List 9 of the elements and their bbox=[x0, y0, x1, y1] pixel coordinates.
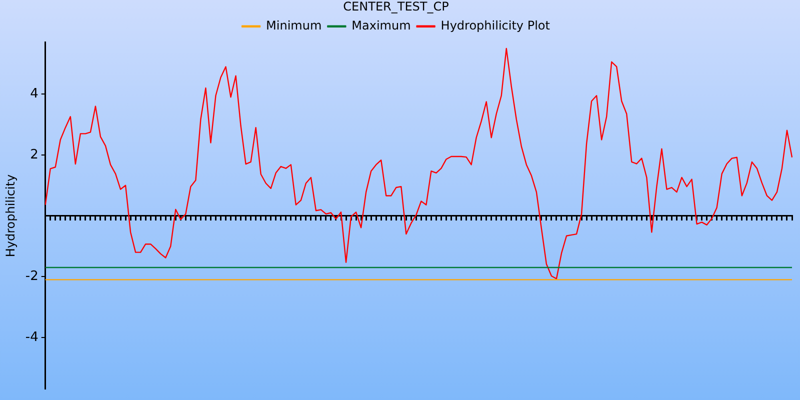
legend-label: Minimum bbox=[266, 18, 322, 33]
y-tick-label: 2 bbox=[30, 147, 38, 162]
y-axis-title: Hydrophilicity bbox=[3, 174, 18, 258]
y-tick-label: -2 bbox=[25, 269, 38, 284]
y-tick-label: 4 bbox=[30, 86, 38, 102]
chart-title: CENTER_TEST_CP bbox=[343, 0, 449, 14]
legend-label: Maximum bbox=[352, 18, 411, 33]
y-tick-label: -4 bbox=[25, 330, 38, 345]
legend-label: Hydrophilicity Plot bbox=[440, 18, 550, 33]
